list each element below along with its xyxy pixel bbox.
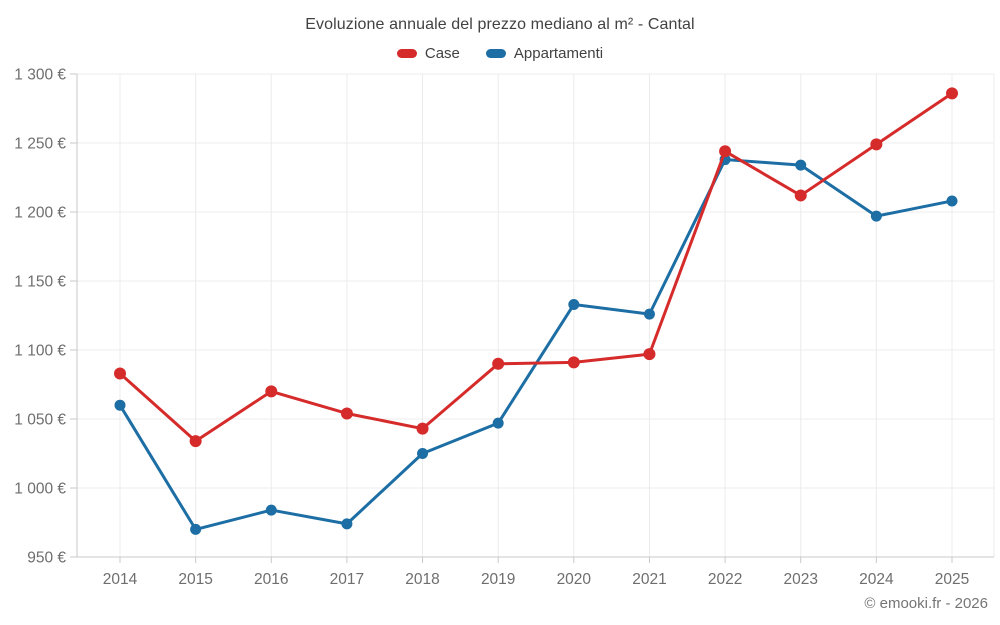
data-point-case-2016[interactable]: [265, 385, 278, 398]
data-point-appartamenti-2025[interactable]: [946, 195, 958, 207]
data-point-appartamenti-2021[interactable]: [643, 308, 655, 320]
legend-label-case: Case: [424, 45, 460, 62]
data-point-case-2024[interactable]: [870, 138, 883, 151]
x-tick-label: 2018: [405, 571, 439, 588]
x-tick-label: 2024: [859, 571, 894, 588]
y-tick-label: 1 250 €: [14, 136, 66, 153]
x-tick-label: 2025: [935, 571, 969, 588]
y-tick-label: 1 150 €: [14, 274, 66, 291]
data-point-appartamenti-2019[interactable]: [492, 417, 504, 429]
axes: [70, 73, 994, 563]
series-case: [114, 87, 958, 448]
data-point-appartamenti-2017[interactable]: [341, 518, 353, 530]
y-tick-label: 1 200 €: [14, 205, 66, 222]
y-axis-labels: 950 € 1 000 € 1 050 € 1 100 € 1 150 € 1 200 €…: [14, 67, 66, 567]
chart-title: Evoluzione annuale del prezzo mediano al…: [305, 16, 695, 33]
data-point-case-2023[interactable]: [794, 189, 807, 202]
series-appartamenti: [114, 154, 958, 535]
data-point-case-2022[interactable]: [719, 145, 732, 158]
x-axis-labels: 2014 2015 2016 2017 2018 2019 2020 2021 2022 2023…: [103, 571, 969, 588]
legend-item-appartamenti[interactable]: Appartamenti: [485, 45, 604, 62]
y-tick-label: 1 100 €: [14, 343, 66, 360]
data-point-appartamenti-2023[interactable]: [795, 159, 807, 171]
x-tick-label: 2022: [708, 571, 742, 588]
legend-swatch-appartamenti: [485, 49, 506, 58]
legend-swatch-case: [396, 49, 417, 58]
x-tick-label: 2016: [254, 571, 288, 588]
data-point-case-2017[interactable]: [340, 407, 353, 420]
data-point-case-2019[interactable]: [492, 357, 505, 370]
data-point-case-2015[interactable]: [189, 435, 202, 448]
data-point-appartamenti-2015[interactable]: [190, 523, 202, 535]
x-tick-label: 2015: [178, 571, 212, 588]
data-point-appartamenti-2016[interactable]: [265, 504, 277, 516]
data-point-case-2014[interactable]: [114, 367, 126, 380]
legend-label-appartamenti: Appartamenti: [513, 45, 604, 62]
legend: Case Appartamenti: [0, 45, 1000, 62]
series-line-case: [118, 91, 954, 443]
x-tick-label: 2023: [783, 571, 817, 588]
x-tick-label: 2014: [103, 571, 138, 588]
y-tick-label: 1 000 €: [14, 481, 66, 498]
x-tick-label: 2019: [481, 571, 515, 588]
data-point-case-2020[interactable]: [567, 356, 580, 369]
x-tick-label: 2021: [632, 571, 666, 588]
y-tick-label: 950 €: [27, 550, 66, 567]
data-point-appartamenti-2018[interactable]: [417, 448, 429, 459]
x-tick-label: 2017: [330, 571, 364, 588]
series-line-appartamenti: [118, 158, 954, 531]
data-point-appartamenti-2014[interactable]: [114, 399, 126, 411]
data-point-case-2018[interactable]: [416, 422, 429, 435]
legend-item-case[interactable]: Case: [396, 45, 460, 62]
copyright: © emooki.fr - 2026: [864, 595, 988, 612]
y-tick-label: 1 050 €: [14, 412, 66, 429]
data-point-case-2021[interactable]: [643, 348, 656, 361]
data-point-case-2025[interactable]: [946, 87, 958, 100]
y-tick-label: 1 300 €: [14, 67, 66, 84]
x-tick-label: 2020: [557, 571, 592, 588]
data-point-appartamenti-2020[interactable]: [568, 298, 580, 310]
gridlines: [77, 73, 995, 557]
data-point-appartamenti-2024[interactable]: [870, 210, 882, 222]
